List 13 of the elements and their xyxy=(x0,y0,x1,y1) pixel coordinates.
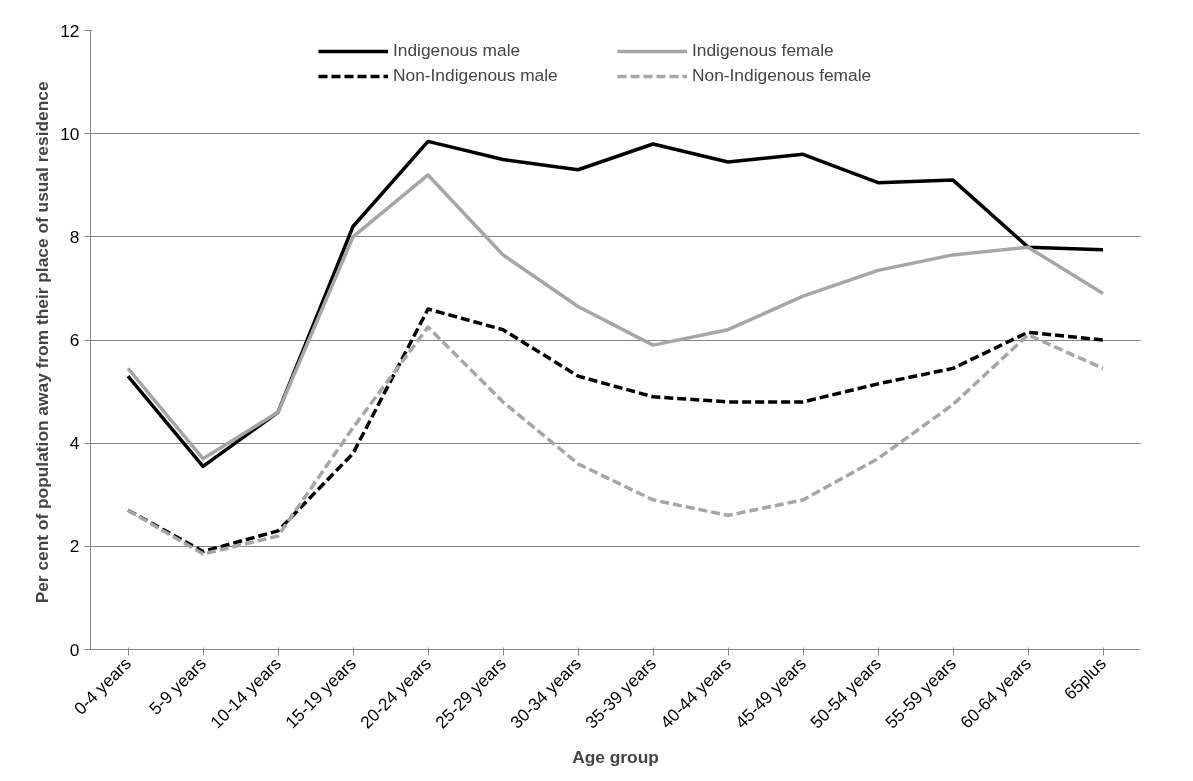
y-tick-label: 2 xyxy=(69,536,80,557)
legend-label: Indigenous female xyxy=(692,40,835,61)
y-tick-label: 12 xyxy=(60,20,80,41)
y-tick-label: 4 xyxy=(69,433,80,454)
x-axis-title: Age group xyxy=(572,747,659,768)
y-tick-label: 6 xyxy=(69,330,80,350)
y-tick-label: 0 xyxy=(69,639,80,660)
legend-label: Non-Indigenous male xyxy=(393,65,559,86)
legend-label: Indigenous male xyxy=(393,40,522,61)
y-axis-title: Per cent of population away from their place of usual residence xyxy=(32,81,53,604)
y-tick-label: 8 xyxy=(69,226,80,247)
legend-label: Non-Indigenous female xyxy=(692,65,873,86)
y-tick-label: 10 xyxy=(60,123,80,144)
